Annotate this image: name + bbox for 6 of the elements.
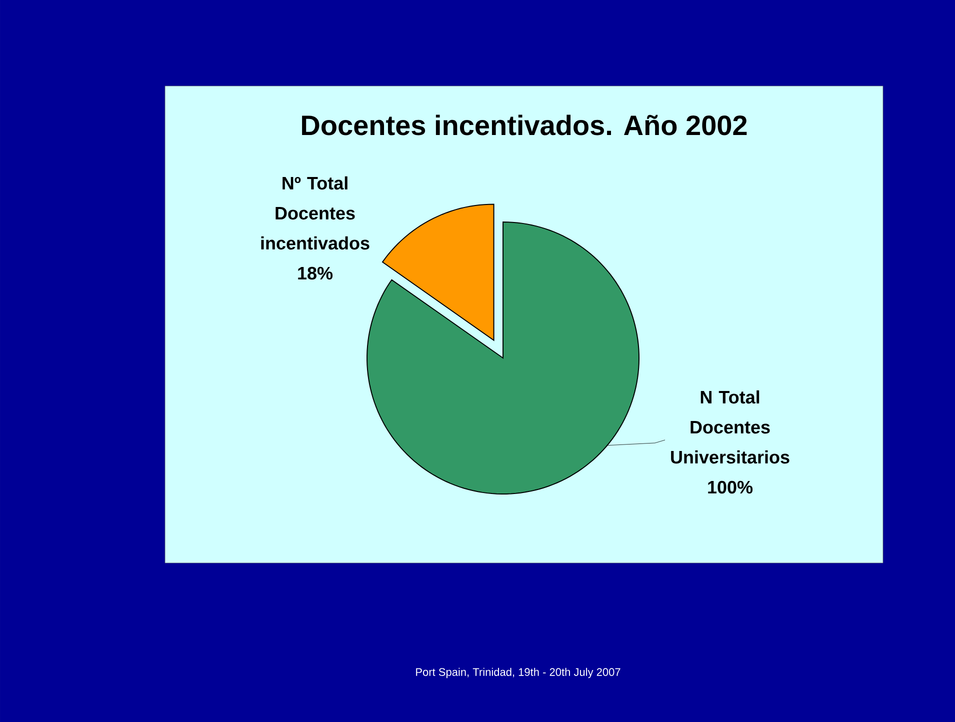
text: Port Spain, Trinidad, 19th - 20th July 2007 bbox=[416, 668, 620, 678]
slice-label: Nº Total Docentes incentivados bbox=[261, 176, 370, 250]
data-label: 100% bbox=[708, 480, 753, 494]
slice-label: N Total Docentes Universitarios bbox=[671, 390, 790, 464]
data-label: 18% bbox=[298, 266, 333, 280]
chart-title: Docentes incentivados. Año 2002 bbox=[302, 114, 747, 136]
